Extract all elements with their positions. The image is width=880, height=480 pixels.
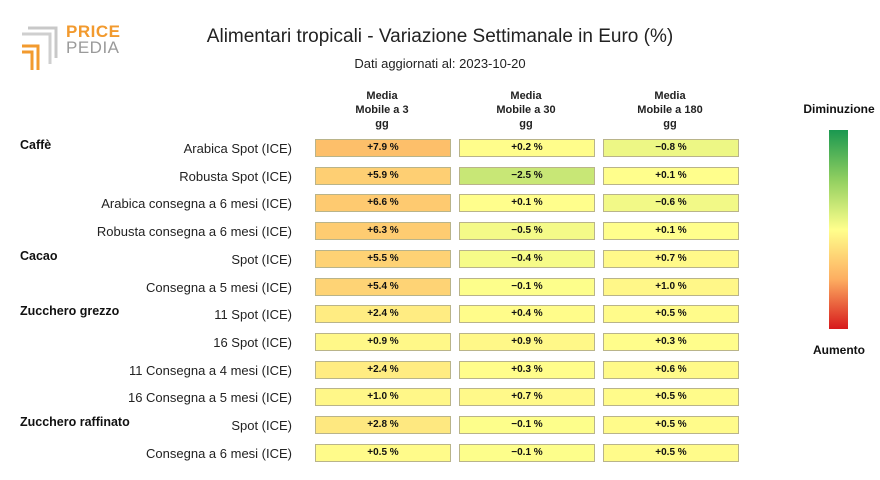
- heatmap-cell: +0.5 %: [603, 388, 739, 407]
- heatmap-cell: +0.4 %: [459, 305, 595, 324]
- heatmap-cell: −0.1 %: [459, 277, 595, 296]
- logo-word-price: PRICE: [66, 22, 121, 41]
- legend-bottom-label: Aumento: [813, 343, 865, 357]
- heatmap-cell: +0.3 %: [603, 332, 739, 351]
- heatmap-cell: +0.1 %: [603, 222, 739, 241]
- chart-title: Alimentari tropicali - Variazione Settim…: [206, 26, 674, 47]
- heatmap-cell: +0.9 %: [459, 332, 595, 351]
- heatmap-cell: +7.9 %: [315, 139, 451, 157]
- row-label: Consegna a 6 mesi (ICE): [146, 445, 292, 461]
- heatmap-cell: +0.5 %: [603, 443, 739, 462]
- heatmap-cell: −0.8 %: [603, 139, 739, 157]
- heatmap-cell: −0.5 %: [459, 222, 595, 241]
- heatmap-cell: +0.3 %: [459, 360, 595, 379]
- heatmap-cell: +1.0 %: [603, 277, 739, 296]
- legend-color-bar: [829, 130, 848, 329]
- heatmap-cell: +5.9 %: [315, 166, 451, 185]
- heatmap-cell: +0.2 %: [459, 139, 595, 157]
- heatmap-cell: +0.5 %: [315, 443, 451, 462]
- heatmap-cell: −0.4 %: [459, 249, 595, 268]
- heatmap-cell: +0.1 %: [603, 166, 739, 185]
- heatmap-cell: +2.8 %: [315, 416, 451, 434]
- heatmap-cell: +0.6 %: [603, 360, 739, 379]
- group-label: Zucchero grezzo: [20, 304, 120, 319]
- row-label: Spot (ICE): [231, 418, 292, 433]
- group-label: Caffè: [20, 138, 52, 152]
- row-label: Spot (ICE): [231, 251, 292, 267]
- heatmap-cell: +0.7 %: [459, 388, 595, 407]
- row-label: 16 Consegna a 5 mesi (ICE): [127, 390, 292, 406]
- row-label: Robusta consegna a 6 mesi (ICE): [96, 224, 292, 240]
- heatmap-cell: +0.7 %: [603, 249, 739, 268]
- row-label: Consegna a 5 mesi (ICE): [146, 279, 292, 295]
- row-label: 16 Spot (ICE): [213, 334, 292, 350]
- logo-mark-icon: [22, 26, 58, 70]
- heatmap-cell: +2.4 %: [315, 360, 451, 379]
- heatmap-cell: +5.5 %: [315, 249, 451, 268]
- logo-word-pedia: PEDIA: [66, 38, 120, 57]
- row-label: Robusta Spot (ICE): [179, 168, 292, 184]
- row-label: 11 Consegna a 4 mesi (ICE): [128, 362, 292, 378]
- heatmap-cell: +0.5 %: [603, 305, 739, 324]
- heatmap-cell: −0.6 %: [603, 194, 739, 213]
- heatmap-cell: −2.5 %: [459, 166, 595, 185]
- group-label: Zucchero raffinato: [20, 415, 130, 429]
- row-label: 11 Spot (ICE): [214, 307, 292, 323]
- pricepedia-logo: PRICE PEDIA: [18, 22, 128, 74]
- column-header: Media Mobile a 3 gg: [355, 90, 409, 130]
- heatmap-cell: +2.4 %: [315, 305, 451, 324]
- heatmap-cell: +6.3 %: [315, 222, 451, 241]
- heatmap-cell: +0.1 %: [459, 194, 595, 213]
- column-header: Media Mobile a 30 gg: [496, 90, 556, 130]
- chart-subtitle: Dati aggiornati al: 2023-10-20: [354, 56, 526, 71]
- legend-top-label: Diminuzione: [803, 102, 875, 116]
- row-label: Arabica consegna a 6 mesi (ICE): [101, 196, 292, 212]
- column-header: Media Mobile a 180 gg: [637, 90, 703, 130]
- heatmap-cell: +1.0 %: [315, 388, 451, 407]
- heatmap-cell: +6.6 %: [315, 194, 451, 213]
- heatmap-cell: −0.1 %: [459, 443, 595, 462]
- heatmap-cell: +0.9 %: [315, 332, 451, 351]
- heatmap-cell: +0.5 %: [603, 416, 739, 434]
- heatmap-cell: +5.4 %: [315, 277, 451, 296]
- row-label: Arabica Spot (ICE): [183, 141, 292, 156]
- group-label: Cacao: [20, 248, 58, 263]
- heatmap-cell: −0.1 %: [459, 416, 595, 434]
